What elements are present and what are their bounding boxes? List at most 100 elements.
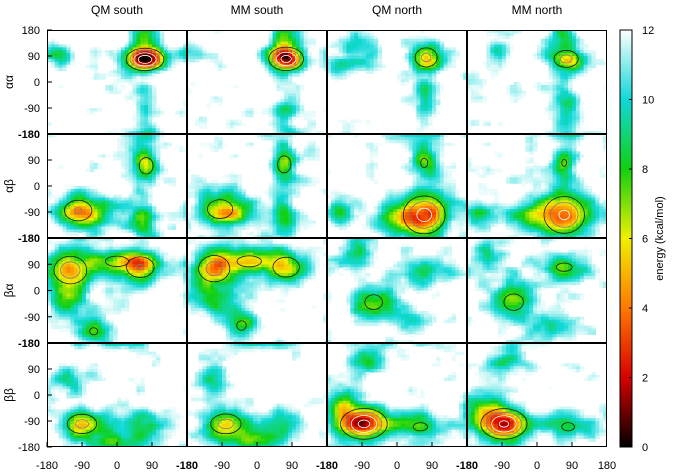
heat-cell — [470, 220, 476, 225]
heat-cell — [412, 53, 418, 57]
heat-cell — [124, 154, 130, 158]
heat-cell — [284, 87, 289, 92]
heat-cell — [288, 171, 293, 176]
heat-cell — [556, 206, 561, 210]
heat-cell — [459, 212, 464, 216]
heat-cell — [447, 142, 453, 147]
heat-cell — [439, 53, 445, 57]
heat-cell — [163, 47, 169, 51]
heat-cell — [389, 136, 394, 141]
heat-cell — [552, 53, 558, 57]
heat-cell — [478, 217, 484, 222]
heat-cell — [307, 131, 313, 134]
heat-cell — [272, 220, 278, 225]
heat-cell — [552, 165, 558, 170]
heat-cell — [144, 35, 149, 40]
heat-cell — [420, 56, 425, 60]
heat-cell — [400, 165, 406, 170]
heat-cell — [334, 217, 340, 222]
heat-cell — [556, 116, 561, 121]
heat-cell — [206, 183, 211, 187]
heat-cell — [556, 136, 561, 141]
panel-1-1 — [187, 134, 327, 238]
heat-cell — [548, 183, 554, 187]
heat-cell — [428, 223, 433, 228]
heat-cell — [517, 87, 523, 92]
heat-cell — [97, 232, 103, 236]
heat-cell — [529, 188, 534, 193]
heat-cell — [525, 148, 530, 152]
heat-cell — [502, 214, 507, 219]
heat-cell — [163, 177, 169, 181]
heat-cell — [529, 136, 534, 141]
heat-cell — [299, 177, 305, 181]
heat-cell — [564, 90, 569, 95]
heat-cell — [470, 76, 476, 80]
heat-cell — [575, 191, 581, 196]
heat-cell — [342, 61, 348, 66]
heat-cell — [505, 35, 511, 40]
heat-cell — [513, 84, 519, 89]
heat-cell — [490, 47, 495, 51]
heat-cell — [132, 194, 138, 199]
heat-cell — [548, 180, 554, 184]
heat-cell — [467, 160, 472, 164]
heat-cell — [424, 212, 429, 216]
heat-cell — [408, 206, 414, 210]
heat-cell — [117, 212, 122, 216]
heat-cell — [330, 209, 336, 213]
heat-cell — [385, 232, 390, 236]
heat-cell — [412, 139, 418, 144]
heat-cell — [533, 82, 538, 86]
heat-cell — [342, 41, 348, 46]
heat-cell — [190, 50, 196, 54]
heat-cell — [404, 38, 410, 43]
heat-cell — [583, 47, 589, 51]
heat-cell — [424, 113, 429, 118]
heat-cell — [140, 113, 145, 118]
heat-cell — [564, 122, 569, 126]
heat-cell — [533, 162, 538, 167]
heat-cell — [241, 200, 246, 204]
heat-cell — [144, 119, 149, 124]
heat-cell — [564, 165, 569, 170]
heat-cell — [299, 128, 305, 132]
heat-cell — [303, 61, 309, 66]
heat-cell — [552, 157, 558, 161]
heat-cell — [183, 235, 187, 238]
heat-cell — [260, 220, 266, 225]
heat-cell — [572, 177, 577, 181]
heat-cell — [435, 56, 441, 60]
heat-cell — [400, 203, 406, 207]
heat-cell — [132, 177, 138, 181]
heat-cell — [292, 171, 297, 176]
heat-cell — [435, 64, 441, 69]
heat-cell — [400, 70, 406, 74]
heat-cell — [564, 35, 569, 40]
heat-cell — [354, 217, 359, 222]
heat-cell — [132, 122, 138, 126]
heat-cell — [494, 38, 499, 43]
heat-cell — [280, 56, 285, 60]
heat-cell — [179, 113, 184, 118]
heat-cell — [93, 58, 99, 63]
heat-cell — [346, 64, 351, 69]
heat-cell — [167, 223, 173, 228]
heat-cell — [117, 50, 122, 54]
heat-cell — [175, 53, 180, 57]
heat-cell — [128, 154, 134, 158]
heat-cell — [494, 203, 499, 207]
heat-cell — [148, 35, 153, 40]
heat-cell — [295, 171, 301, 176]
heat-cell — [552, 186, 558, 190]
heat-cell — [525, 223, 530, 228]
heat-cell — [303, 35, 309, 40]
heat-cell — [369, 70, 375, 74]
heat-cell — [556, 84, 561, 89]
heat-cell — [136, 116, 141, 121]
heat-cell — [152, 32, 157, 37]
heat-cell — [575, 108, 581, 112]
heat-cell — [575, 73, 581, 77]
heat-cell — [447, 177, 453, 181]
heat-cell — [548, 44, 554, 48]
